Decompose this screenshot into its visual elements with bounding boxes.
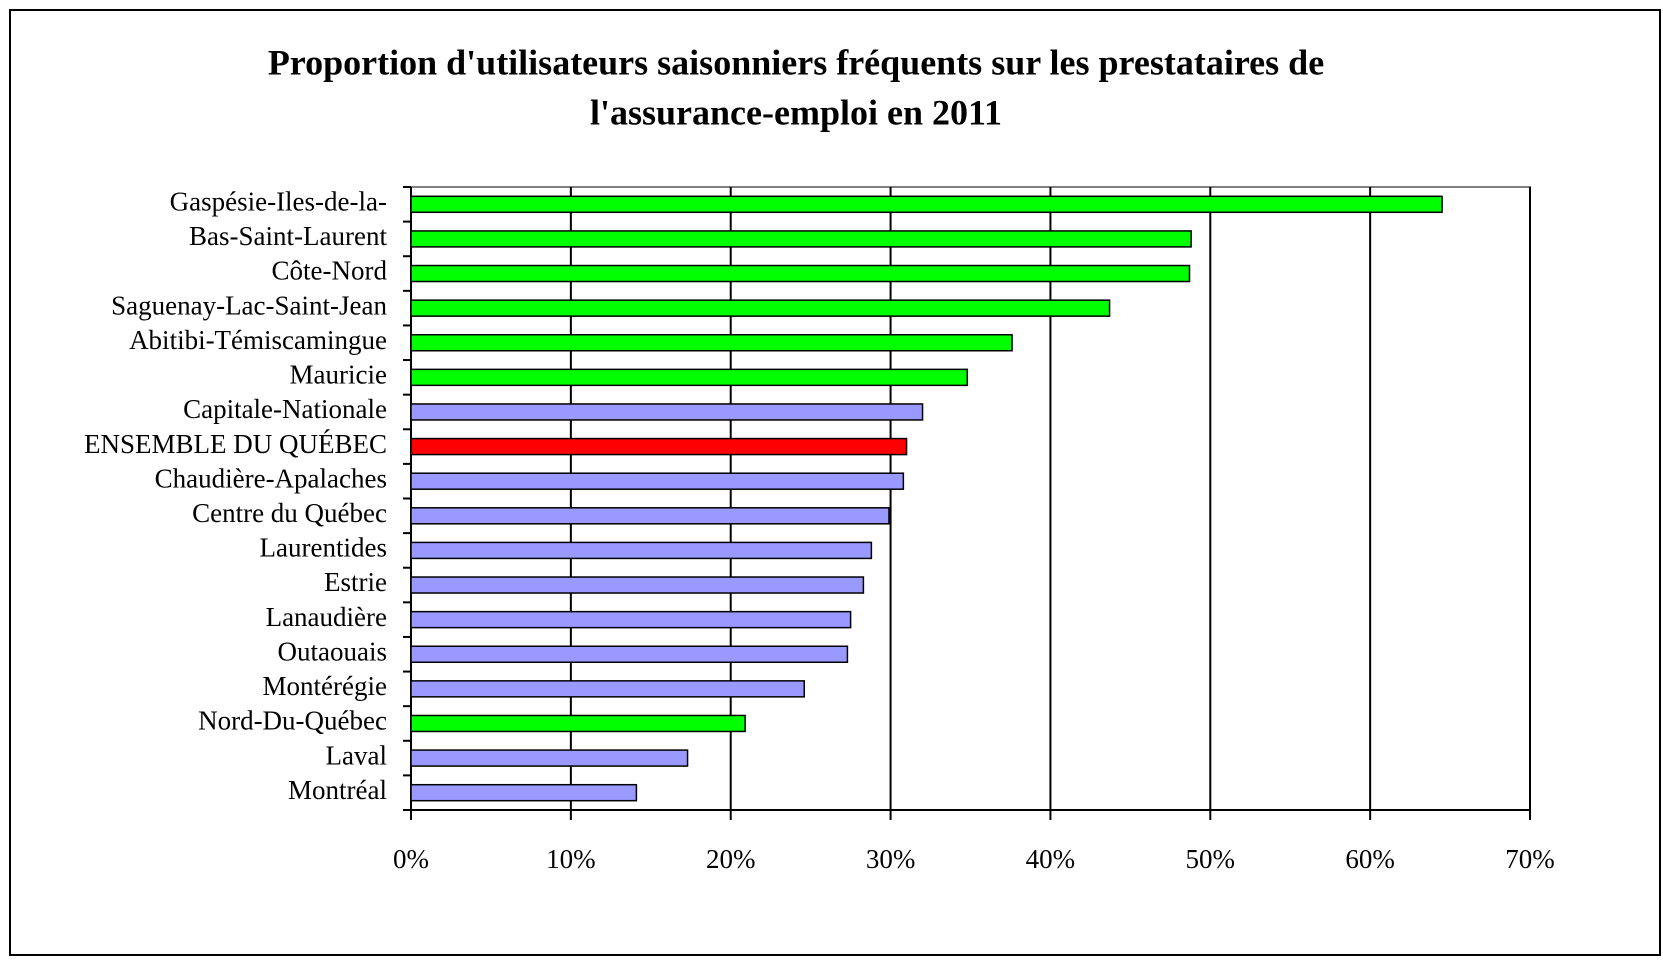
y-tick-label: Outaouais: [278, 636, 387, 666]
bar: [410, 749, 689, 767]
y-tick-label: Centre du Québec: [192, 498, 387, 528]
y-tick-label: Montréal: [288, 775, 387, 805]
bar: [410, 334, 1013, 352]
y-tick-label: Laval: [326, 740, 387, 770]
x-tick-label: 70%: [1505, 844, 1555, 874]
chart-title: Proportion d'utilisateurs saisonniers fr…: [268, 42, 1324, 82]
bar: [410, 437, 908, 456]
bar: [410, 576, 865, 594]
chart-title: l'assurance-emploi en 2011: [590, 92, 1002, 132]
x-tick-label: 60%: [1345, 844, 1395, 874]
x-tick-label: 40%: [1026, 844, 1076, 874]
x-tick-label: 50%: [1186, 844, 1236, 874]
y-tick-label: Chaudière-Apalaches: [155, 463, 387, 493]
x-tick-label: 10%: [546, 844, 596, 874]
y-tick-label: ENSEMBLE DU QUÉBEC: [84, 429, 387, 459]
bar: [410, 507, 890, 525]
bar: [410, 541, 873, 560]
bar: [410, 264, 1191, 283]
y-tick-label: Capitale-Nationale: [183, 394, 387, 424]
bar: [410, 610, 852, 629]
y-tick-label: Montérégie: [263, 671, 387, 701]
bar: [410, 403, 924, 421]
bar: [410, 368, 969, 387]
bar: [410, 299, 1111, 317]
bar: [410, 645, 849, 663]
y-tick-label: Gaspésie-Iles-de-la-: [170, 187, 387, 217]
y-tick-label: Nord-Du-Québec: [198, 706, 387, 736]
bar: [410, 195, 1443, 214]
y-tick-label: Bas-Saint-Laurent: [189, 221, 387, 251]
y-tick-label: Saguenay-Lac-Saint-Jean: [111, 290, 387, 320]
y-tick-label: Lanaudière: [266, 602, 387, 632]
x-tick-label: 0%: [393, 844, 429, 874]
bar: [410, 783, 638, 802]
y-tick-label: Mauricie: [290, 360, 387, 390]
bar: [410, 714, 746, 733]
bar: [410, 472, 905, 490]
x-tick-label: 20%: [706, 844, 756, 874]
y-tick-label: Laurentides: [260, 533, 387, 563]
y-tick-label: Estrie: [324, 567, 387, 597]
x-tick-label: 30%: [866, 844, 916, 874]
y-tick-label: Côte-Nord: [272, 256, 388, 286]
y-tick-label: Abitibi-Témiscamingue: [129, 325, 387, 355]
bar: [410, 230, 1192, 248]
bar: [410, 680, 805, 698]
